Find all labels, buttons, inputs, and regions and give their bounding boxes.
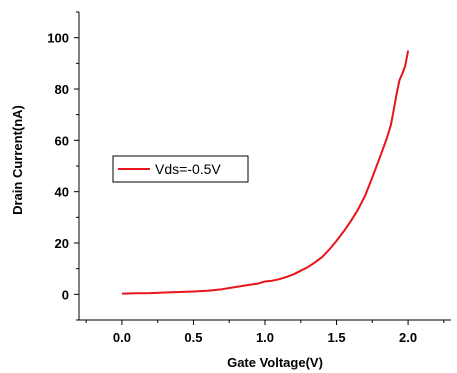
y-tick-label: 20 bbox=[55, 236, 69, 251]
y-tick-label: 0 bbox=[62, 287, 69, 302]
x-tick-label: 1.0 bbox=[256, 330, 274, 345]
series-layer bbox=[121, 50, 410, 295]
x-tick-label: 0.0 bbox=[113, 330, 131, 345]
x-tick-label: 0.5 bbox=[184, 330, 202, 345]
series-line bbox=[121, 50, 410, 295]
y-tick-label: 60 bbox=[55, 133, 69, 148]
y-axis-title: Drain Current(nA) bbox=[10, 105, 25, 215]
y-tick-label: 80 bbox=[55, 82, 69, 97]
legend: Vds=-0.5V bbox=[112, 155, 249, 183]
x-axis-title: Gate Voltage(V) bbox=[227, 355, 323, 370]
y-axis-ticks: 0 20 40 60 80 100 bbox=[47, 11, 79, 321]
x-axis-ticks: 0.0 0.5 1.0 1.5 2.0 bbox=[85, 320, 445, 345]
legend-label: Vds=-0.5V bbox=[155, 161, 221, 177]
x-tick-label: 1.5 bbox=[327, 330, 345, 345]
y-tick-label: 40 bbox=[55, 185, 69, 200]
y-tick-label: 100 bbox=[47, 31, 69, 46]
x-tick-label: 2.0 bbox=[399, 330, 417, 345]
